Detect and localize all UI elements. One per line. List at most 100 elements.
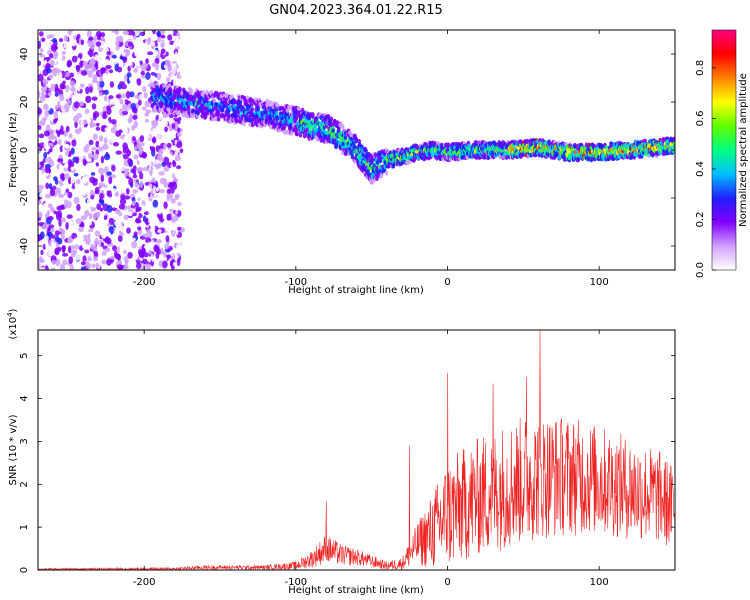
noise-speck bbox=[86, 113, 91, 118]
noise-streak bbox=[151, 77, 155, 83]
noise-speck bbox=[95, 140, 100, 148]
noise-speck bbox=[158, 113, 162, 120]
noise-speck bbox=[160, 41, 165, 48]
noise-speck bbox=[96, 211, 101, 218]
noise-speck bbox=[46, 34, 51, 39]
noise-speck bbox=[163, 156, 170, 165]
noise-speck bbox=[105, 64, 112, 70]
noise-speck bbox=[108, 132, 113, 137]
noise-speck bbox=[99, 76, 104, 82]
noise-speck bbox=[100, 242, 105, 247]
noise-speck bbox=[153, 193, 161, 199]
noise-streak bbox=[200, 224, 204, 229]
noise-speck bbox=[94, 186, 100, 193]
noise-streak bbox=[203, 230, 207, 236]
noise-speck bbox=[73, 101, 80, 109]
noise-speck bbox=[108, 217, 114, 226]
noise-speck bbox=[83, 63, 91, 70]
snr-x-axis: -200 -100 0 100 bbox=[133, 330, 609, 588]
y-tick-label: 0 bbox=[19, 147, 30, 153]
noise-speck bbox=[39, 192, 45, 198]
noise-speck bbox=[178, 116, 182, 121]
noise-speck bbox=[106, 204, 113, 213]
noise-streak bbox=[204, 238, 207, 243]
noise-speck bbox=[58, 71, 63, 80]
noise-streak bbox=[201, 47, 205, 52]
noise-speck bbox=[103, 95, 108, 102]
noise-speck bbox=[100, 200, 105, 206]
noise-speck bbox=[175, 38, 181, 43]
noise-speck bbox=[133, 146, 138, 152]
noise-speck bbox=[59, 163, 63, 171]
ridge-cell bbox=[672, 136, 675, 142]
noise-streak bbox=[255, 237, 259, 243]
noise-speck bbox=[38, 200, 42, 205]
noise-speck bbox=[44, 193, 52, 199]
noise-speck bbox=[45, 182, 50, 189]
noise-speck bbox=[58, 227, 64, 233]
noise-speck bbox=[48, 183, 53, 190]
noise-speck bbox=[171, 121, 176, 130]
noise-speck bbox=[71, 55, 78, 63]
noise-speck bbox=[144, 138, 149, 144]
noise-speck bbox=[174, 194, 180, 200]
noise-streak bbox=[234, 185, 237, 191]
noise-speck bbox=[43, 202, 48, 208]
noise-speck bbox=[98, 135, 104, 143]
noise-speck bbox=[59, 93, 65, 102]
noise-streak bbox=[201, 128, 205, 133]
noise-speck bbox=[176, 173, 183, 178]
noise-streak bbox=[147, 127, 151, 133]
noise-speck bbox=[155, 134, 162, 140]
noise-speck bbox=[104, 120, 110, 127]
noise-speck bbox=[167, 34, 173, 41]
noise-speck bbox=[159, 188, 165, 194]
noise-speck bbox=[88, 139, 94, 146]
noise-speck bbox=[176, 202, 182, 206]
noise-speck bbox=[47, 231, 53, 237]
noise-speck bbox=[50, 115, 54, 122]
noise-speck bbox=[42, 103, 49, 111]
noise-speck bbox=[117, 234, 123, 243]
snr-multiplier: (x104) bbox=[6, 308, 19, 339]
noise-speck bbox=[164, 73, 169, 78]
noise-speck bbox=[100, 32, 106, 38]
noise-streak bbox=[255, 230, 259, 235]
ridge-cell bbox=[238, 99, 243, 105]
noise-speck bbox=[71, 232, 78, 240]
noise-speck bbox=[156, 72, 162, 81]
noise-speck bbox=[164, 126, 168, 133]
noise-streak bbox=[152, 226, 156, 231]
noise-speck bbox=[40, 249, 44, 256]
noise-streak bbox=[151, 257, 155, 262]
ridge-cell bbox=[349, 136, 354, 142]
noise-speck bbox=[145, 236, 152, 244]
ridge-cell bbox=[182, 94, 186, 100]
noise-speck bbox=[142, 258, 148, 265]
noise-speck bbox=[48, 152, 54, 158]
snr-multiplier-base: (x10 bbox=[8, 317, 19, 340]
noise-speck bbox=[87, 228, 94, 233]
noise-speck bbox=[169, 186, 175, 194]
noise-speck bbox=[106, 171, 112, 176]
noise-speck bbox=[41, 37, 46, 42]
noise-speck bbox=[177, 54, 184, 63]
noise-streak bbox=[231, 89, 235, 95]
noise-speck bbox=[101, 259, 107, 265]
noise-speck bbox=[177, 238, 183, 246]
noise-speck bbox=[42, 243, 46, 250]
noise-speck bbox=[150, 145, 156, 152]
noise-speck bbox=[162, 110, 167, 119]
noise-speck bbox=[160, 48, 166, 55]
noise-speck bbox=[174, 154, 181, 162]
x-tick-label: -100 bbox=[284, 577, 307, 588]
noise-speck bbox=[65, 221, 69, 230]
noise-speck bbox=[100, 174, 105, 183]
ridge-cell bbox=[268, 113, 273, 119]
noise-streak bbox=[253, 155, 257, 161]
noise-speck bbox=[66, 99, 71, 105]
noise-speck bbox=[168, 118, 173, 125]
noise-speck bbox=[136, 39, 141, 47]
noise-streak bbox=[235, 146, 238, 151]
noise-streak bbox=[171, 225, 175, 230]
